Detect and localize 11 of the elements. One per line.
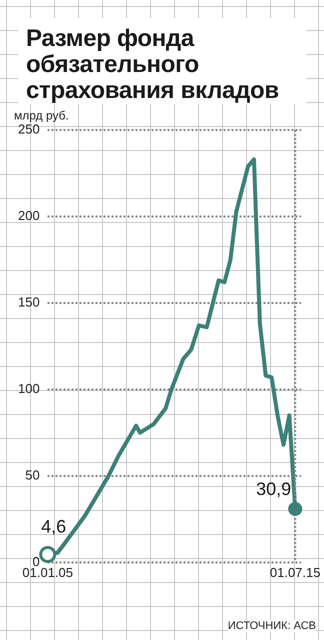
y-tick-label: 50 [25,468,40,482]
y-tick-label: 150 [18,294,40,310]
x-tick-label: 01.07.15 [270,564,320,580]
text: ИСТОЧНИК: АСВ [228,620,316,632]
annotation: 4,6 [41,516,66,536]
y-tick-label: 200 [18,208,40,224]
chart-title: Размер фонда обязательного страхования вкладов [18,18,306,104]
y-axis-title: млрд руб. [14,108,69,122]
y-tick-label: 250 [18,122,40,137]
annotation: 30,9 [256,478,292,499]
y-tick-label: 100 [18,381,40,396]
